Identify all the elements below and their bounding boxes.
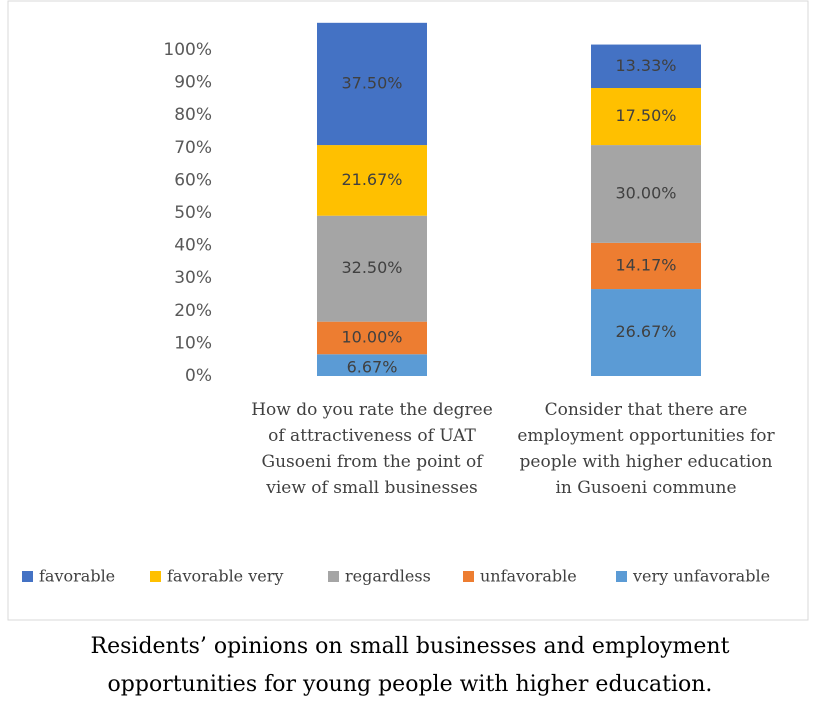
value-label: 26.67% <box>615 322 676 341</box>
legend-swatch <box>463 571 474 582</box>
y-tick-label: 80% <box>174 105 212 125</box>
bar-segment <box>317 321 427 355</box>
value-label: 32.50% <box>341 258 402 277</box>
value-label: 21.67% <box>341 170 402 189</box>
bar-segment <box>317 215 427 322</box>
value-label: 17.50% <box>615 106 676 125</box>
value-label: 13.33% <box>615 56 676 75</box>
bar-segment <box>317 354 427 376</box>
caption: Residents’ opinions on small businesses … <box>90 634 730 697</box>
y-tick-label: 40% <box>174 236 212 256</box>
legend-swatch <box>150 571 161 582</box>
legend-swatch <box>22 571 33 582</box>
bar-segment <box>591 145 701 243</box>
legend-swatch <box>616 571 627 582</box>
x-tick-label: How do you rate the degree of attractiven… <box>251 400 493 498</box>
chart: 0% 10% 20% 30% 40% 50% 60% 70% 80% 90% 100% 6.67% 10… <box>7 0 809 621</box>
y-tick-label: 70% <box>174 138 212 158</box>
y-tick-label: 90% <box>174 73 212 93</box>
bar-segment <box>591 88 701 146</box>
legend-swatch <box>328 571 339 582</box>
y-tick-label: 0% <box>185 366 212 386</box>
value-label: 30.00% <box>615 183 676 202</box>
legend-label: favorable <box>39 567 115 586</box>
y-tick-label: 10% <box>174 333 212 353</box>
y-tick-label: 20% <box>174 301 212 321</box>
value-label: 6.67% <box>347 358 398 377</box>
y-tick-label: 60% <box>174 170 212 190</box>
bar-segment <box>317 22 427 146</box>
bar-segment <box>317 145 427 216</box>
bar-segment <box>591 44 701 89</box>
legend-label: very unfavorable <box>632 567 770 586</box>
value-label: 37.50% <box>341 73 402 92</box>
legend-label: unfavorable <box>480 567 577 586</box>
value-label: 10.00% <box>341 327 402 346</box>
y-tick-label: 30% <box>174 268 212 288</box>
y-tick-label: 100% <box>163 40 212 60</box>
bar-segment <box>591 289 701 376</box>
value-label: 14.17% <box>615 255 676 274</box>
bar-segment <box>591 242 701 290</box>
x-tick-label: Consider that there are employment opport… <box>517 400 775 498</box>
y-tick-label: 50% <box>174 203 212 223</box>
legend-label: favorable very <box>167 567 283 586</box>
legend-label: regardless <box>345 567 431 586</box>
